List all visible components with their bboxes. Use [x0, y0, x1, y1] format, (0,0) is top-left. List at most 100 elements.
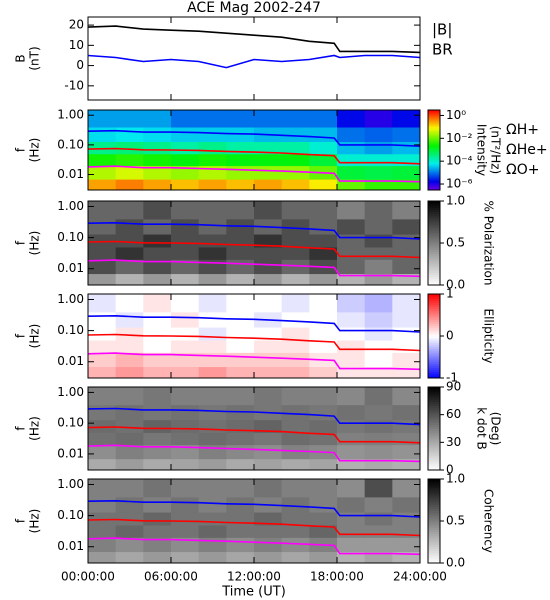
heatmap-cell [254, 153, 283, 167]
heatmap-cell [392, 218, 421, 235]
heatmap-cell [171, 273, 200, 286]
colorbar-step [428, 413, 440, 417]
heatmap-cell [337, 127, 366, 142]
heatmap-cell [143, 458, 172, 471]
heatmap-cell [88, 327, 117, 341]
y-tick-label: 0.10 [57, 137, 84, 151]
colorbar-step [428, 493, 440, 497]
heatmap-cell [364, 496, 393, 513]
heatmap-cell [115, 141, 144, 155]
heatmap-cell [392, 479, 421, 498]
heatmap-cell [392, 201, 421, 220]
heatmap-cell [364, 419, 393, 433]
colorbar-step [428, 134, 440, 137]
heatmap-cell [309, 496, 338, 513]
heatmap-cell [364, 110, 393, 128]
heatmap-cell [254, 444, 283, 460]
heatmap-cell [88, 537, 117, 553]
heatmap-cell [143, 234, 172, 248]
legend-label: ΩO+ [506, 162, 539, 178]
heatmap-cell [254, 273, 283, 286]
colorbar-step [428, 224, 440, 227]
heatmap-cell [226, 294, 255, 313]
colorbar-step [428, 438, 440, 442]
heatmap-cell [364, 246, 393, 260]
colorbar-step [428, 426, 440, 429]
heatmap-cell [143, 294, 172, 313]
heatmap-cell [198, 294, 227, 313]
heatmap-cell [198, 234, 227, 248]
heatmap-cell [364, 259, 393, 275]
heatmap-cell [143, 311, 172, 328]
heatmap-cell [171, 246, 200, 260]
y-tick-label: 1.00 [57, 108, 84, 122]
colorbar-step [428, 146, 440, 149]
heatmap-cell [281, 512, 310, 526]
heatmap-cell [88, 179, 117, 191]
plot-frame [87, 16, 421, 101]
colorbar-step [428, 432, 440, 436]
heatmap-cell [309, 432, 338, 446]
colorbar-step [428, 359, 440, 362]
heatmap-cell [171, 551, 200, 564]
heatmap-cell [254, 327, 283, 341]
colorbar-step [428, 321, 440, 324]
y-axis-label: B [14, 54, 28, 62]
colorbar-step [428, 160, 440, 163]
heatmap-cell [143, 479, 172, 498]
colorbar-step [428, 148, 440, 151]
heatmap-cell [171, 179, 200, 191]
colorbar-step [428, 207, 440, 210]
heatmap-cell [143, 201, 172, 220]
colorbar-step [428, 502, 440, 505]
heatmap-cell [337, 165, 366, 180]
heatmap-cell [281, 327, 310, 341]
heatmap-cell [392, 512, 421, 526]
heatmap-cell [364, 551, 393, 564]
colorbar-step [428, 323, 440, 326]
colorbar-step [428, 479, 440, 482]
heatmap-cell [364, 366, 393, 379]
colorbar-step [428, 521, 440, 524]
colorbar-step [428, 352, 440, 356]
gyrofrequency-line [87, 165, 421, 183]
heatmap-cell [281, 432, 310, 446]
colorbar-tick-label: 1.0 [446, 194, 465, 208]
heatmap-cell [392, 311, 421, 328]
colorbar-step [428, 434, 440, 438]
heatmap-cell [392, 141, 421, 155]
colorbar-step [428, 211, 440, 215]
heatmap-cell [281, 201, 310, 220]
heatmap-cell [337, 387, 366, 406]
colorbar-step [428, 268, 440, 271]
heatmap-cell [88, 444, 117, 460]
heatmap-cell [198, 246, 227, 260]
heatmap-cell [226, 458, 255, 471]
heatmap-cell [364, 165, 393, 180]
colorbar-step [428, 491, 440, 495]
colorbar-step [428, 346, 440, 350]
heatmap-cell [364, 311, 393, 328]
heatmap-cell [115, 419, 144, 433]
colorbar-step [428, 558, 440, 562]
heatmap-cell [88, 165, 117, 180]
y-tick-label: 0.10 [57, 416, 84, 430]
heatmap-cell [88, 110, 117, 128]
colorbar-step [428, 217, 440, 221]
colorbar-step [428, 114, 440, 117]
gyrofrequency-line [87, 259, 421, 278]
heatmap-cell [115, 165, 144, 180]
heatmap-cell [281, 165, 310, 180]
colorbar-step [428, 342, 440, 345]
heatmap-cell [309, 153, 338, 167]
colorbar-step [428, 395, 440, 398]
heatmap-cell [226, 165, 255, 180]
colorbar-step [428, 182, 440, 185]
heatmap-cell [281, 259, 310, 275]
heatmap-cell [198, 153, 227, 167]
heatmap-cell [392, 387, 421, 406]
gyrofrequency-line [87, 407, 421, 426]
heatmap-cell [309, 201, 338, 220]
colorbar-step [428, 300, 440, 303]
heatmap-cell [171, 127, 200, 142]
